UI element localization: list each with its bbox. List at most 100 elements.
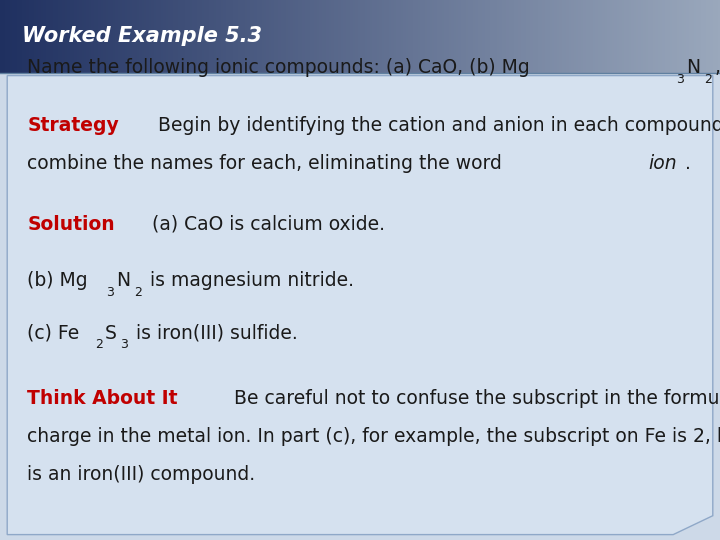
Bar — [204, 0, 207, 73]
Text: , and (c) Fe: , and (c) Fe — [715, 58, 720, 77]
Bar — [351, 0, 353, 73]
Bar — [362, 0, 365, 73]
Bar — [689, 0, 691, 73]
Bar — [576, 0, 578, 73]
Bar — [302, 0, 305, 73]
Bar — [432, 0, 434, 73]
Bar — [509, 0, 511, 73]
Bar — [482, 0, 485, 73]
Bar — [372, 0, 374, 73]
Bar — [466, 0, 468, 73]
Bar — [243, 0, 245, 73]
Bar — [403, 0, 405, 73]
Text: (b) Mg: (b) Mg — [27, 271, 88, 290]
Text: 3: 3 — [120, 338, 128, 352]
Bar — [437, 0, 439, 73]
Bar — [451, 0, 454, 73]
Bar — [67, 0, 70, 73]
Bar — [405, 0, 408, 73]
Bar — [612, 0, 614, 73]
Bar — [389, 0, 391, 73]
Bar — [418, 0, 420, 73]
Bar — [657, 0, 660, 73]
Bar — [211, 0, 214, 73]
Bar — [14, 0, 17, 73]
Bar — [113, 0, 115, 73]
Bar — [214, 0, 216, 73]
Bar — [490, 0, 492, 73]
Bar — [430, 0, 432, 73]
Bar — [168, 0, 171, 73]
Bar — [163, 0, 166, 73]
Bar — [547, 0, 549, 73]
Bar — [614, 0, 617, 73]
Text: 2: 2 — [134, 286, 142, 299]
Bar — [230, 0, 233, 73]
Bar — [360, 0, 362, 73]
Bar — [603, 0, 605, 73]
Bar — [288, 0, 290, 73]
Bar — [271, 0, 274, 73]
Bar — [454, 0, 456, 73]
Bar — [60, 0, 63, 73]
Bar — [209, 0, 211, 73]
Bar — [259, 0, 261, 73]
Bar — [374, 0, 377, 73]
Bar — [398, 0, 401, 73]
Text: is an iron(III) compound.: is an iron(III) compound. — [27, 464, 256, 483]
Bar — [646, 0, 648, 73]
Bar — [336, 0, 338, 73]
Bar — [518, 0, 521, 73]
Bar — [307, 0, 310, 73]
Bar — [477, 0, 480, 73]
Bar — [264, 0, 266, 73]
Bar — [182, 0, 185, 73]
Bar — [715, 0, 718, 73]
Bar — [166, 0, 168, 73]
Bar — [9, 0, 12, 73]
Bar — [662, 0, 665, 73]
Polygon shape — [7, 76, 713, 535]
Bar — [269, 0, 271, 73]
Bar — [218, 0, 221, 73]
Bar — [317, 0, 319, 73]
Bar — [2, 0, 5, 73]
Text: 2: 2 — [704, 72, 712, 86]
Bar — [135, 0, 137, 73]
Bar — [540, 0, 542, 73]
Bar — [266, 0, 269, 73]
Bar — [110, 0, 113, 73]
Bar — [698, 0, 701, 73]
Bar — [480, 0, 482, 73]
Bar — [132, 0, 135, 73]
Bar — [252, 0, 254, 73]
Bar — [682, 0, 684, 73]
Bar — [125, 0, 127, 73]
Bar — [617, 0, 619, 73]
Bar — [329, 0, 331, 73]
Bar — [557, 0, 559, 73]
Text: Worked Example 5.3: Worked Example 5.3 — [22, 26, 261, 46]
Bar — [463, 0, 466, 73]
Bar — [74, 0, 77, 73]
Bar — [696, 0, 698, 73]
Bar — [96, 0, 99, 73]
Bar — [63, 0, 65, 73]
Bar — [634, 0, 636, 73]
Bar — [713, 0, 715, 73]
Bar — [533, 0, 535, 73]
Bar — [283, 0, 286, 73]
Bar — [516, 0, 518, 73]
Bar — [670, 0, 672, 73]
Text: Begin by identifying the cation and anion in each compound, and then: Begin by identifying the cation and anio… — [145, 116, 720, 134]
Bar — [588, 0, 590, 73]
Bar — [626, 0, 629, 73]
Text: N: N — [686, 58, 701, 77]
Bar — [300, 0, 302, 73]
Bar — [187, 0, 189, 73]
Bar — [161, 0, 163, 73]
Bar — [185, 0, 187, 73]
Bar — [439, 0, 441, 73]
Bar — [72, 0, 74, 73]
Bar — [569, 0, 571, 73]
